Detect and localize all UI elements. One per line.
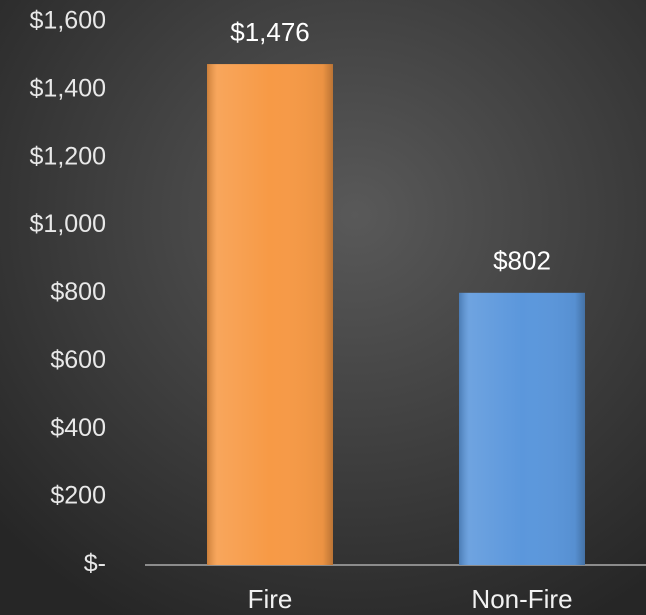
x-tick-label: Non-Fire <box>471 584 572 614</box>
y-tick-label: $1,400 <box>30 74 106 102</box>
y-tick-label: $1,600 <box>30 7 106 35</box>
y-tick-label: $1,200 <box>30 142 106 170</box>
value-label: $802 <box>493 246 551 276</box>
x-tick-label: Fire <box>248 584 293 614</box>
y-tick-label: $400 <box>50 414 106 442</box>
bar <box>459 292 585 565</box>
y-tick-label: $600 <box>50 346 106 374</box>
y-tick-label: $200 <box>50 482 106 510</box>
y-tick-label: $800 <box>50 278 106 306</box>
y-tick-label: $1,000 <box>30 210 106 238</box>
value-label: $1,476 <box>230 17 310 47</box>
y-tick-label: $- <box>84 550 106 578</box>
bar <box>207 64 333 566</box>
